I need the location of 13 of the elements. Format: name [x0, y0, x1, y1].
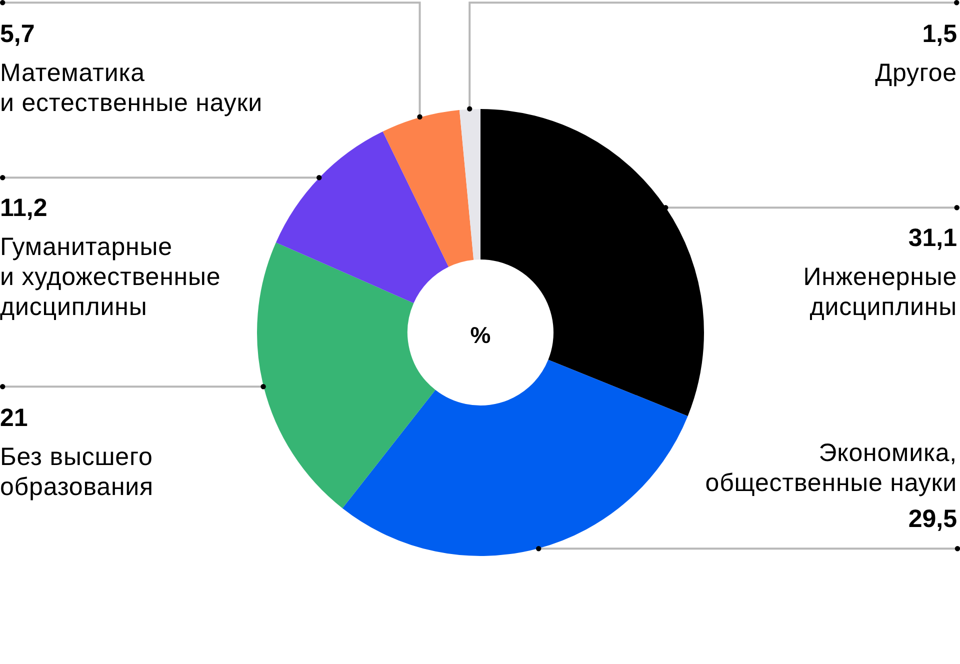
data-label: 1,5 — [922, 19, 957, 49]
slice-label: Другое — [875, 58, 957, 88]
slice-label: Экономика, общественные науки — [705, 438, 957, 498]
data-label: 31,1 — [908, 223, 957, 254]
data-label: 29,5 — [908, 504, 957, 534]
text: % — [470, 320, 491, 350]
slice-label: Без высшего образования — [0, 442, 154, 502]
slice-label: Инженерные дисциплины — [803, 262, 957, 322]
data-label: 11,2 — [0, 193, 48, 224]
slice-label: Математика и естественные науки — [0, 58, 263, 118]
data-label: 21 — [0, 402, 28, 433]
data-label: 5,7 — [0, 19, 35, 49]
slice-label: Гуманитарные и художественные дисциплины — [0, 232, 221, 322]
